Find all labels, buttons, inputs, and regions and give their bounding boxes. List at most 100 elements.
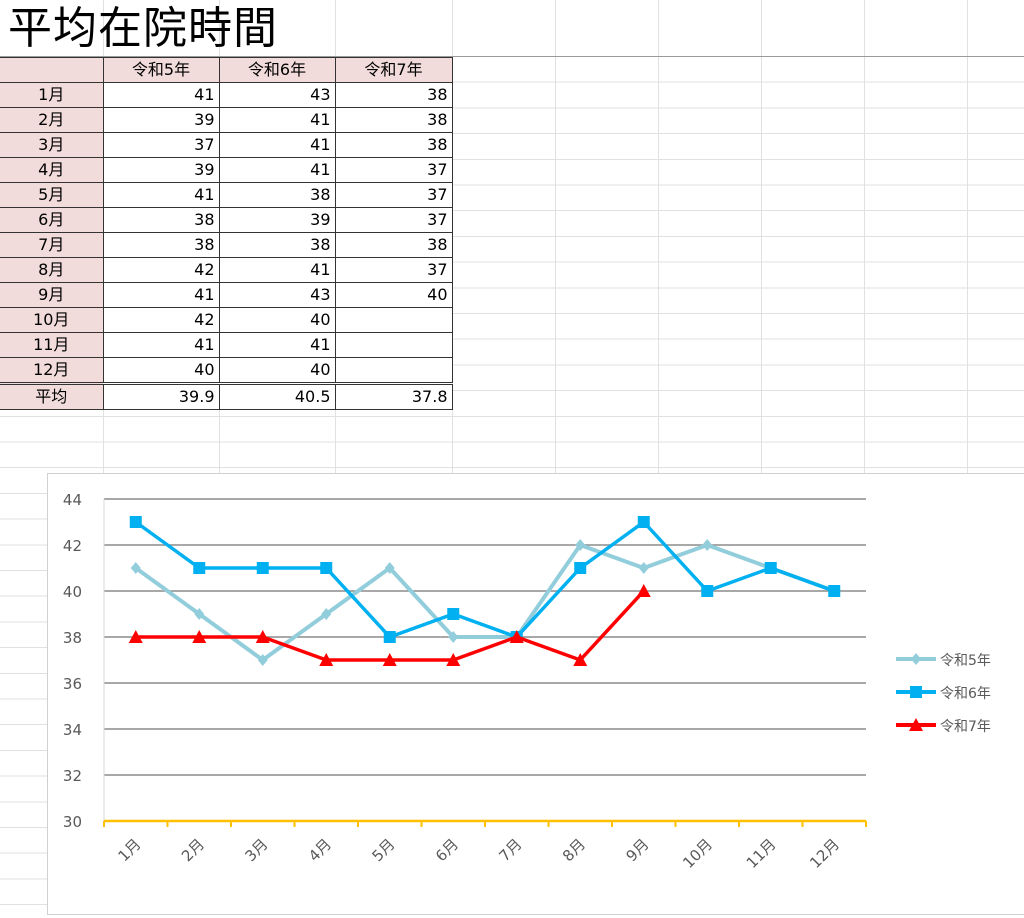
cell[interactable]: 38 [218,182,336,208]
column-gridline [335,0,336,910]
x-tick-label: 2月 [178,835,208,865]
legend-marker [909,718,923,731]
table-row: 12月 40 40 [0,357,453,384]
row-label[interactable]: 1月 [0,82,104,108]
row-label[interactable]: 10月 [0,307,104,333]
data-point [509,630,524,643]
data-point [130,562,141,574]
cell[interactable]: 40 [218,307,336,333]
cell[interactable]: 42 [102,307,220,333]
cell[interactable]: 37 [102,132,220,158]
legend-label: 令和6年 [940,686,991,702]
x-tick-label: 3月 [241,835,271,865]
column-gridline [761,0,762,910]
cell[interactable]: 41 [218,257,336,283]
legend-label: 令和7年 [940,719,991,735]
legend-label: 令和5年 [940,653,991,669]
cell[interactable]: 37 [334,207,453,233]
data-point [319,653,334,666]
row-label[interactable]: 12月 [0,357,104,384]
data-point [636,584,651,597]
table-row: 11月 41 41 [0,332,453,358]
column-header[interactable]: 令和5年 [102,57,220,83]
row-label[interactable]: 4月 [0,157,104,183]
y-tick-label: 34 [63,721,82,739]
cell[interactable] [334,307,453,333]
row-label[interactable]: 5月 [0,182,104,208]
x-tick-label: 12月 [806,835,843,872]
cell[interactable]: 38 [102,207,220,233]
cell[interactable]: 38 [334,107,453,133]
column-header[interactable]: 令和6年 [218,57,336,83]
cell[interactable]: 39 [102,157,220,183]
cell[interactable]: 40 [334,282,453,308]
cell[interactable]: 39.9 [102,382,220,410]
cell[interactable]: 41 [218,332,336,358]
cell[interactable]: 41 [102,332,220,358]
x-tick-label: 7月 [495,835,525,865]
cell[interactable] [334,332,453,358]
data-point [448,631,459,643]
y-tick-label: 32 [63,767,82,785]
data-point [256,562,269,574]
table-row: 4月 39 41 37 [0,157,453,183]
cell[interactable]: 38 [334,232,453,258]
cell[interactable]: 38 [102,232,220,258]
data-point [194,608,205,620]
data-point [702,539,713,551]
cell[interactable]: 40 [102,357,220,384]
cell[interactable]: 37 [334,182,453,208]
line-chart[interactable]: 30 32 34 36 38 40 42 44 1月 2月 3月 4月 5月 6月 7月 8月 9月 10月 11月… [47,473,1024,915]
row-label[interactable]: 11月 [0,332,104,358]
cell[interactable]: 42 [102,257,220,283]
row-label[interactable]: 2月 [0,107,104,133]
cell[interactable]: 43 [218,282,336,308]
data-point [193,562,206,574]
data-point [382,653,397,666]
cell[interactable]: 41 [218,132,336,158]
series-line-0 [134,543,835,662]
data-point [637,516,650,528]
row-label[interactable]: 平均 [0,382,104,410]
x-tick-label: 5月 [368,835,398,865]
cell[interactable]: 37 [334,157,453,183]
data-point [447,608,460,620]
row-label[interactable]: 8月 [0,257,104,283]
title-divider [0,56,1024,57]
data-point [192,630,207,643]
cell[interactable]: 41 [102,282,220,308]
x-tick-label: 1月 [114,835,144,865]
row-label[interactable]: 7月 [0,232,104,258]
cell[interactable]: 41 [102,182,220,208]
cell[interactable]: 41 [218,157,336,183]
row-label[interactable]: 9月 [0,282,104,308]
column-gridline [103,0,104,910]
cell[interactable]: 40 [218,357,336,384]
cell[interactable]: 39 [218,207,336,233]
data-point [383,631,396,643]
table-row: 1月 41 43 38 [0,82,453,108]
row-label[interactable]: 6月 [0,207,104,233]
column-header[interactable]: 令和7年 [334,57,453,83]
cell[interactable]: 41 [102,82,220,108]
y-tick-label: 36 [63,675,82,693]
row-label[interactable] [0,57,104,83]
data-point [320,562,333,574]
data-point [255,630,270,643]
cell[interactable]: 41 [218,107,336,133]
cell[interactable]: 37.8 [334,382,453,410]
cell[interactable]: 39 [102,107,220,133]
cell[interactable]: 40.5 [218,382,336,410]
x-tick-label: 9月 [622,835,652,865]
table-row: 2月 39 41 38 [0,107,453,133]
column-gridline [658,0,659,910]
cell[interactable]: 38 [334,132,453,158]
cell[interactable]: 43 [218,82,336,108]
average-row: 平均 39.9 40.5 37.8 [0,382,453,410]
row-label[interactable]: 3月 [0,132,104,158]
data-point [764,562,777,574]
cell[interactable]: 37 [334,257,453,283]
cell[interactable] [334,357,453,384]
cell[interactable]: 38 [334,82,453,108]
cell[interactable]: 38 [218,232,336,258]
